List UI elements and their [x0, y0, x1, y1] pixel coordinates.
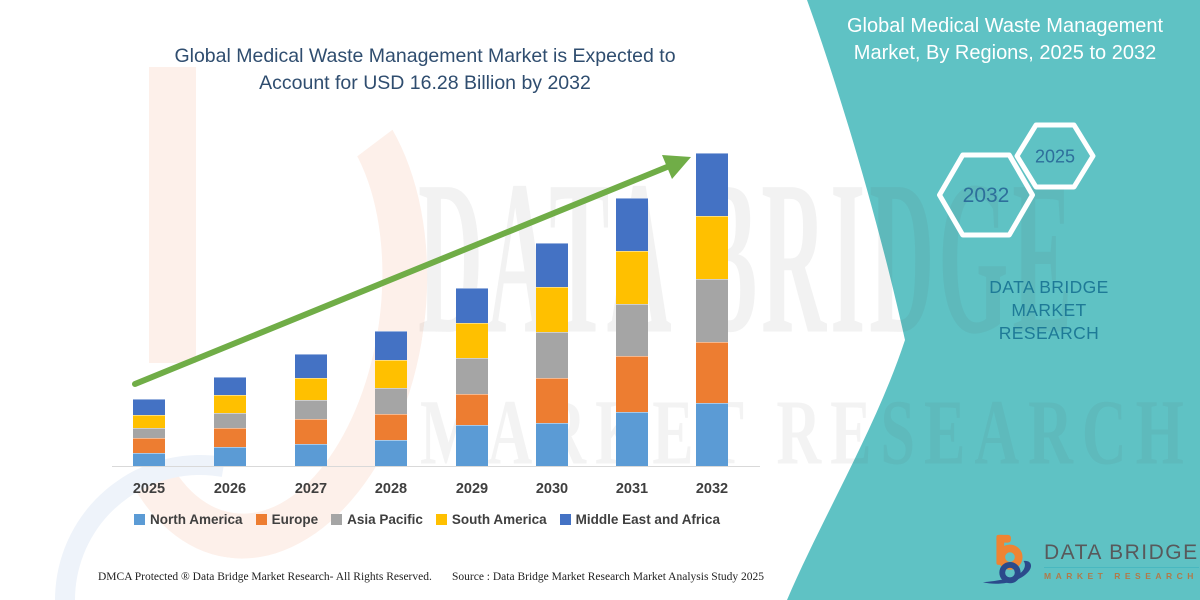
watermark-databridge-text: DATA BRIDGE [418, 137, 1077, 381]
legend-item-europe: Europe [255, 512, 319, 527]
legend-label: South America [451, 512, 547, 527]
databridge-logo: DATA BRIDGE MARKET RESEARCH [980, 532, 1199, 590]
panel-title-line1: Global Medical Waste Management [846, 15, 1164, 37]
chart-title-line2: Account for USD 16.28 Billion by 2032 [259, 72, 591, 94]
brand-text-line2: RESEARCH [998, 323, 1100, 343]
hexagon-2025-label: 2025 [1034, 146, 1076, 167]
chart-legend: North America Europe Asia Pacific South Ame… [95, 512, 759, 527]
dmca-notice: DMCA Protected ® Data Bridge Market Rese… [98, 571, 432, 583]
brand-text: DATA BRIDGE MARKET RESEARCH [949, 276, 1149, 345]
panel-title-line2: Market, By Regions, 2025 to 2032 [853, 42, 1157, 64]
logo-tagline: MARKET RESEARCH [1044, 571, 1198, 581]
source-note: Source : Data Bridge Market Research Mar… [452, 571, 765, 583]
legend-item-middle-east-and-africa: Middle East and Africa [559, 512, 720, 527]
brand-text-line1: DATA BRIDGE MARKET [989, 277, 1109, 320]
logo-text: DATA BRIDGE MARKET RESEARCH [1044, 541, 1199, 581]
legend-item-south-america: South America [435, 512, 547, 527]
logo-name: DATA BRIDGE [1044, 541, 1199, 568]
databridge-logo-icon [982, 534, 1032, 584]
legend-swatch-icon [255, 514, 267, 525]
watermark-marketresearch-text: MARKET RESEARCH [420, 382, 1193, 485]
legend-label: Asia Pacific [347, 512, 423, 527]
x-axis-line [112, 466, 760, 467]
legend-item-asia-pacific: Asia Pacific [331, 512, 423, 527]
legend-swatch-icon [559, 514, 571, 525]
chart-title-line1: Global Medical Waste Management Market i… [174, 45, 676, 67]
legend-label: North America [150, 512, 243, 527]
legend-swatch-icon [435, 514, 447, 525]
legend-swatch-icon [331, 514, 343, 525]
legend-swatch-icon [134, 514, 146, 525]
chart-title: Global Medical Waste Management Market i… [125, 43, 725, 97]
legend-item-north-america: North America [134, 512, 243, 527]
hexagon-2032-label: 2032 [962, 184, 1010, 207]
legend-label: Europe [271, 512, 319, 527]
panel-title: Global Medical Waste Management Market, … [820, 13, 1190, 67]
legend-label: Middle East and Africa [575, 512, 720, 527]
